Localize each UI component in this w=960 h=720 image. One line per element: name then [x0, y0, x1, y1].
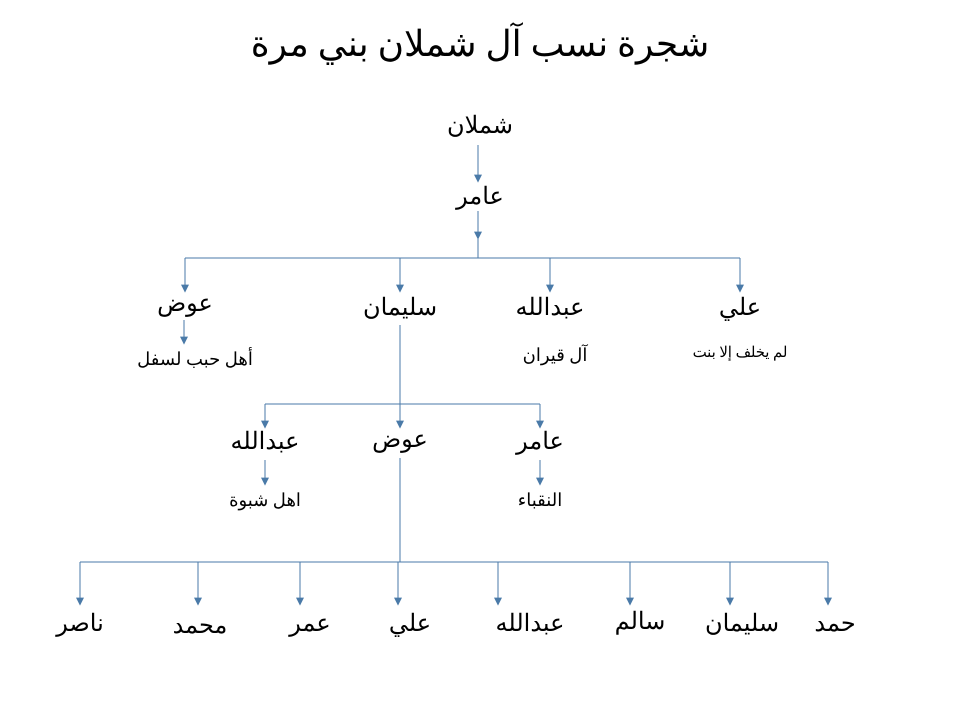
leaf-naser: ناصر: [56, 609, 104, 638]
note-awad1: أهل حبب لسفل: [137, 349, 253, 370]
note-ali1: لم يخلف إلا بنت: [693, 344, 788, 362]
note-amer2: النقباء: [518, 490, 562, 511]
node-abd1: عبدالله: [516, 293, 585, 322]
note-abd1: آل قيران: [523, 345, 588, 366]
node-root: شملان: [447, 111, 513, 140]
node-awad1: عوض: [157, 289, 213, 318]
leaf-salem: سالم: [615, 607, 666, 636]
leaf-hamad: حمد: [814, 609, 855, 638]
node-abd2: عبدالله: [231, 427, 300, 456]
node-awad2: عوض: [372, 425, 428, 454]
node-sulay1: سليمان: [363, 293, 437, 322]
leaf-abdullah: عبدالله: [496, 609, 565, 638]
leaf-sulaiman: سليمان: [705, 609, 779, 638]
leaf-omar: عمر: [289, 609, 330, 638]
node-ali1: علي: [719, 293, 761, 322]
leaf-ali: علي: [389, 609, 431, 638]
node-amer2: عامر: [516, 427, 564, 456]
tree-title: شجرة نسب آل شملان بني مرة: [251, 23, 710, 65]
note-abd2: اهل شبوة: [229, 490, 301, 511]
node-amer1: عامر: [456, 182, 504, 211]
leaf-mohammed: محمد: [173, 611, 228, 640]
